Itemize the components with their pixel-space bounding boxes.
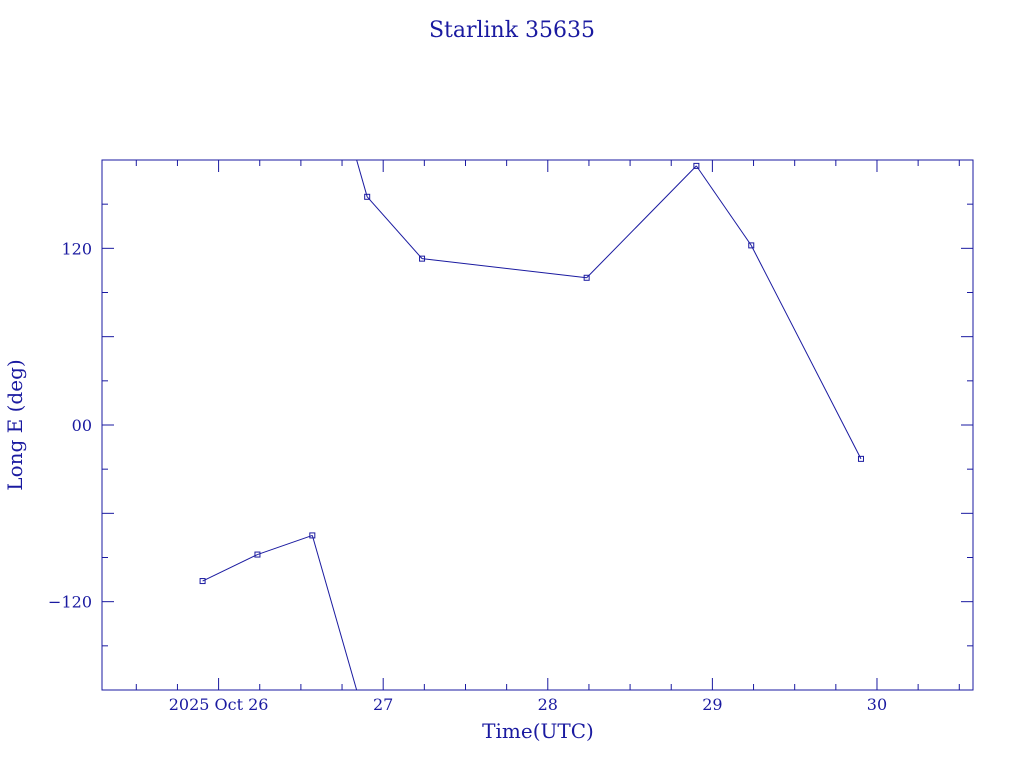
y-tick-label: 00 (72, 416, 92, 435)
data-point-marker (419, 255, 426, 262)
series-segment (750, 245, 862, 460)
series-segment (586, 165, 697, 279)
series-segment (356, 159, 368, 197)
data-point-marker (857, 455, 864, 462)
x-tick-label: 30 (867, 695, 887, 714)
plot-frame (101, 159, 974, 691)
y-axis-label: Long E (deg) (3, 359, 27, 490)
x-axis-ticks (135, 160, 960, 690)
data-point-marker (199, 578, 206, 585)
series-segment (421, 258, 587, 279)
data-point-marker (309, 532, 316, 539)
data-point-marker (583, 274, 590, 281)
data-point-marker (693, 162, 700, 169)
data-point-marker (748, 242, 755, 249)
y-tick-label: 120 (61, 239, 92, 258)
y-axis-tick-labels: 120 00 −120 (48, 239, 92, 611)
x-tick-label: 2025 Oct 26 (169, 695, 269, 714)
series-segment (257, 534, 313, 556)
data-point-marker (364, 193, 371, 200)
chart-title: Starlink 35635 (429, 18, 595, 43)
x-tick-label: 28 (538, 695, 558, 714)
series-segment (695, 165, 752, 246)
y-axis-ticks (102, 203, 973, 647)
series-segment (311, 535, 358, 691)
series-points (199, 162, 864, 585)
series-lines (202, 159, 862, 691)
x-axis-tick-labels: 2025 Oct 26 27 28 29 30 (169, 695, 887, 714)
series-segment (202, 554, 258, 582)
x-tick-label: 29 (702, 695, 722, 714)
x-tick-label: 27 (373, 695, 393, 714)
y-tick-label: −120 (48, 593, 92, 612)
series-segment (366, 196, 423, 259)
x-axis-label: Time(UTC) (482, 719, 594, 743)
data-point-marker (254, 551, 261, 558)
